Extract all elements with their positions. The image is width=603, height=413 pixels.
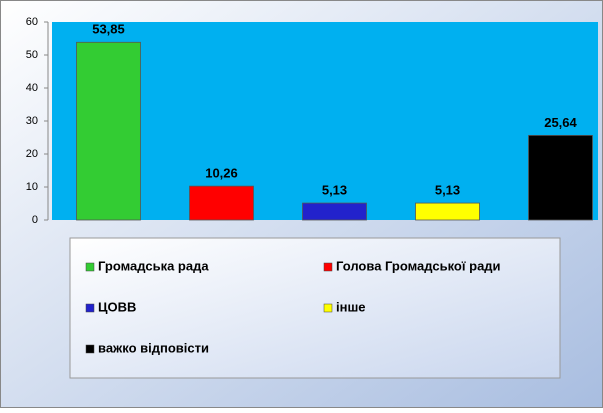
legend-label: ЦОВВ [98, 299, 136, 314]
y-tick-label: 50 [26, 49, 38, 61]
legend-box [69, 237, 561, 379]
data-label: 5,13 [322, 183, 347, 198]
legend-marker [323, 262, 333, 272]
data-label: 53,85 [92, 22, 125, 37]
legend-marker [85, 303, 95, 313]
y-tick-label: 60 [26, 16, 38, 28]
plot-area [52, 22, 598, 220]
legend-marker [85, 262, 95, 272]
y-tick-label: 0 [32, 214, 38, 226]
bar [302, 202, 367, 221]
legend-label: інше [336, 299, 366, 314]
bar [189, 185, 254, 221]
legend-marker [85, 344, 95, 354]
legend-label: важко відповісти [98, 340, 209, 355]
legend-label: Голова Громадської ради [336, 258, 501, 273]
bar [528, 134, 593, 221]
y-tick-label: 40 [26, 82, 38, 94]
data-label: 25,64 [544, 115, 577, 130]
y-tick-label: 10 [26, 181, 38, 193]
bar [76, 41, 141, 221]
data-label: 10,26 [205, 166, 238, 181]
legend-label: Громадська рада [98, 258, 209, 273]
bar [415, 202, 480, 221]
y-tick-label: 30 [26, 115, 38, 127]
y-tick-label: 20 [26, 148, 38, 160]
data-label: 5,13 [435, 183, 460, 198]
legend-marker [323, 303, 333, 313]
